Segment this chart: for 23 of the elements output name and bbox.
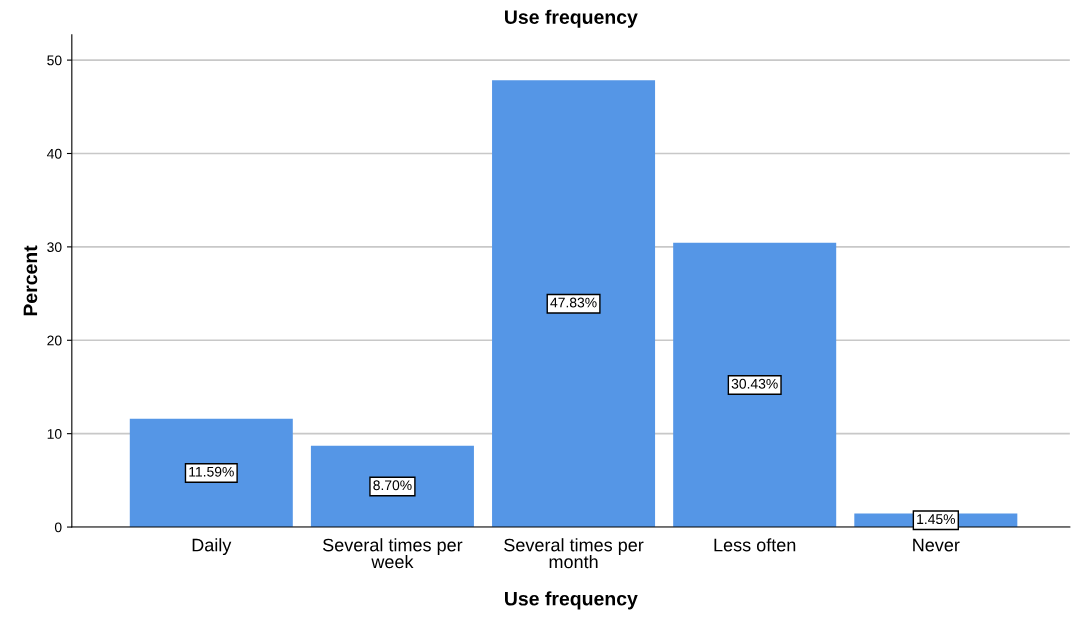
bar [310, 445, 474, 528]
y-tick-label: 40 [46, 148, 62, 159]
bar [129, 418, 293, 528]
x-axis-title: Use frequency [505, 591, 638, 610]
x-tick-label: Several times per month [504, 538, 644, 569]
bar [492, 80, 656, 528]
data-label: 47.83% [550, 297, 597, 308]
y-tick-label: 30 [47, 242, 62, 253]
y-tick-label: 0 [54, 522, 62, 533]
x-tick-label: Several times per week [323, 538, 463, 569]
y-tick-label: 10 [47, 429, 62, 439]
x-tick-label: Never [913, 538, 960, 552]
x-tick-label: Less often [714, 538, 796, 552]
data-label: 8.70% [373, 480, 412, 491]
y-axis-title: Percent [23, 245, 38, 316]
y-tick-label: 50 [47, 55, 62, 66]
chart-title: Use frequency [505, 9, 638, 28]
data-label: 1.45% [917, 514, 956, 525]
data-label: 30.43% [731, 378, 778, 389]
x-tick-label: Daily [192, 538, 232, 555]
data-label: 11.59% [189, 466, 234, 477]
y-tick-label: 20 [47, 335, 62, 346]
bar [673, 242, 837, 528]
